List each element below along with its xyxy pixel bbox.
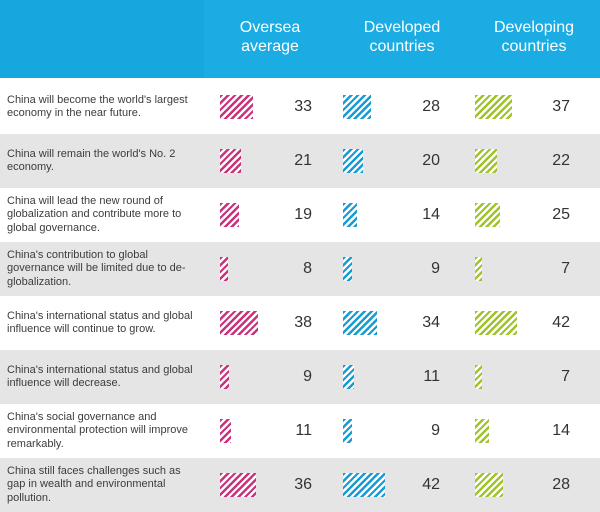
developed-value: 14 [422, 206, 440, 223]
developing-value: 7 [561, 368, 570, 385]
developed-value: 9 [431, 260, 440, 277]
developing-bar [475, 95, 512, 119]
oversea-bar [220, 419, 231, 443]
oversea-bar [220, 311, 258, 335]
oversea-value: 38 [294, 314, 312, 331]
developed-value: 28 [422, 98, 440, 115]
row-statement: China will remain the world's No. 2 econ… [7, 134, 199, 188]
row-statement-text: China's international status and global … [7, 363, 193, 390]
developing-bar [475, 419, 489, 443]
table-row: China's international status and global … [0, 296, 600, 350]
developing-bar [475, 311, 517, 335]
row-statement-text: China's contribution to global governanc… [7, 248, 186, 288]
row-statement-text: China will remain the world's No. 2 econ… [7, 147, 176, 174]
developing-bar [475, 365, 482, 389]
column-header-line: countries [501, 38, 567, 55]
developing-bar [475, 149, 497, 173]
column-header-line: Developing [493, 19, 575, 36]
table-row: China will become the world's largest ec… [0, 80, 600, 134]
oversea-bar [220, 473, 256, 497]
column-header-oversea-average: Oversea average [204, 18, 336, 56]
developed-value: 11 [423, 368, 440, 385]
oversea-value: 36 [294, 476, 312, 493]
row-statement: China will become the world's largest ec… [7, 80, 199, 134]
oversea-value: 33 [294, 98, 312, 115]
developed-bar [343, 311, 377, 335]
table-header: Oversea average Developed countries Deve… [0, 0, 600, 78]
oversea-bar [220, 95, 253, 119]
developed-bar [343, 419, 352, 443]
row-statement: China's social governance and environmen… [7, 404, 199, 458]
table-row: China still faces challenges such as gap… [0, 458, 600, 512]
developing-value: 7 [561, 260, 570, 277]
table-row: China's social governance and environmen… [0, 404, 600, 458]
column-header-developed-countries: Developed countries [336, 18, 468, 56]
developing-value: 22 [552, 152, 570, 169]
column-header-line: Developed [363, 19, 441, 36]
oversea-value: 9 [303, 368, 312, 385]
column-header-line: average [241, 38, 299, 55]
oversea-bar [220, 149, 241, 173]
developed-bar [343, 257, 352, 281]
developing-value: 37 [552, 98, 570, 115]
developing-bar [475, 473, 503, 497]
row-statement: China's international status and global … [7, 350, 199, 404]
row-statement-text: China still faces challenges such as gap… [7, 464, 181, 504]
row-statement: China still faces challenges such as gap… [7, 458, 199, 512]
developing-bar [475, 257, 482, 281]
developed-value: 9 [431, 422, 440, 439]
developing-value: 25 [552, 206, 570, 223]
oversea-value: 11 [295, 422, 312, 439]
developing-value: 42 [552, 314, 570, 331]
oversea-bar [220, 365, 229, 389]
table-row: China will lead the new round of globali… [0, 188, 600, 242]
developed-bar [343, 203, 357, 227]
row-statement-text: China will become the world's largest ec… [7, 93, 188, 120]
developed-value: 20 [422, 152, 440, 169]
table-row: China's international status and global … [0, 350, 600, 404]
developing-value: 14 [552, 422, 570, 439]
header-stub [0, 0, 204, 78]
developed-bar [343, 149, 363, 173]
header-columns: Oversea average Developed countries Deve… [204, 0, 600, 78]
developing-bar [475, 203, 500, 227]
oversea-value: 8 [303, 260, 312, 277]
column-header-line: Oversea [239, 19, 301, 36]
developed-bar [343, 473, 385, 497]
oversea-value: 19 [294, 206, 312, 223]
developed-value: 42 [422, 476, 440, 493]
oversea-bar [220, 203, 239, 227]
row-statement: China's international status and global … [7, 296, 199, 350]
row-statement-text: China's social governance and environmen… [7, 410, 188, 450]
developed-bar [343, 365, 354, 389]
oversea-value: 21 [294, 152, 312, 169]
row-statement: China's contribution to global governanc… [7, 242, 199, 296]
developing-value: 28 [552, 476, 570, 493]
table-row: China's contribution to global governanc… [0, 242, 600, 296]
table-row: China will remain the world's No. 2 econ… [0, 134, 600, 188]
column-header-line: countries [369, 38, 435, 55]
row-statement: China will lead the new round of globali… [7, 188, 199, 242]
row-statement-text: China will lead the new round of globali… [7, 194, 182, 234]
column-header-developing-countries: Developing countries [468, 18, 600, 56]
developed-bar [343, 95, 371, 119]
oversea-bar [220, 257, 228, 281]
developed-value: 34 [422, 314, 440, 331]
row-statement-text: China's international status and global … [7, 309, 193, 336]
